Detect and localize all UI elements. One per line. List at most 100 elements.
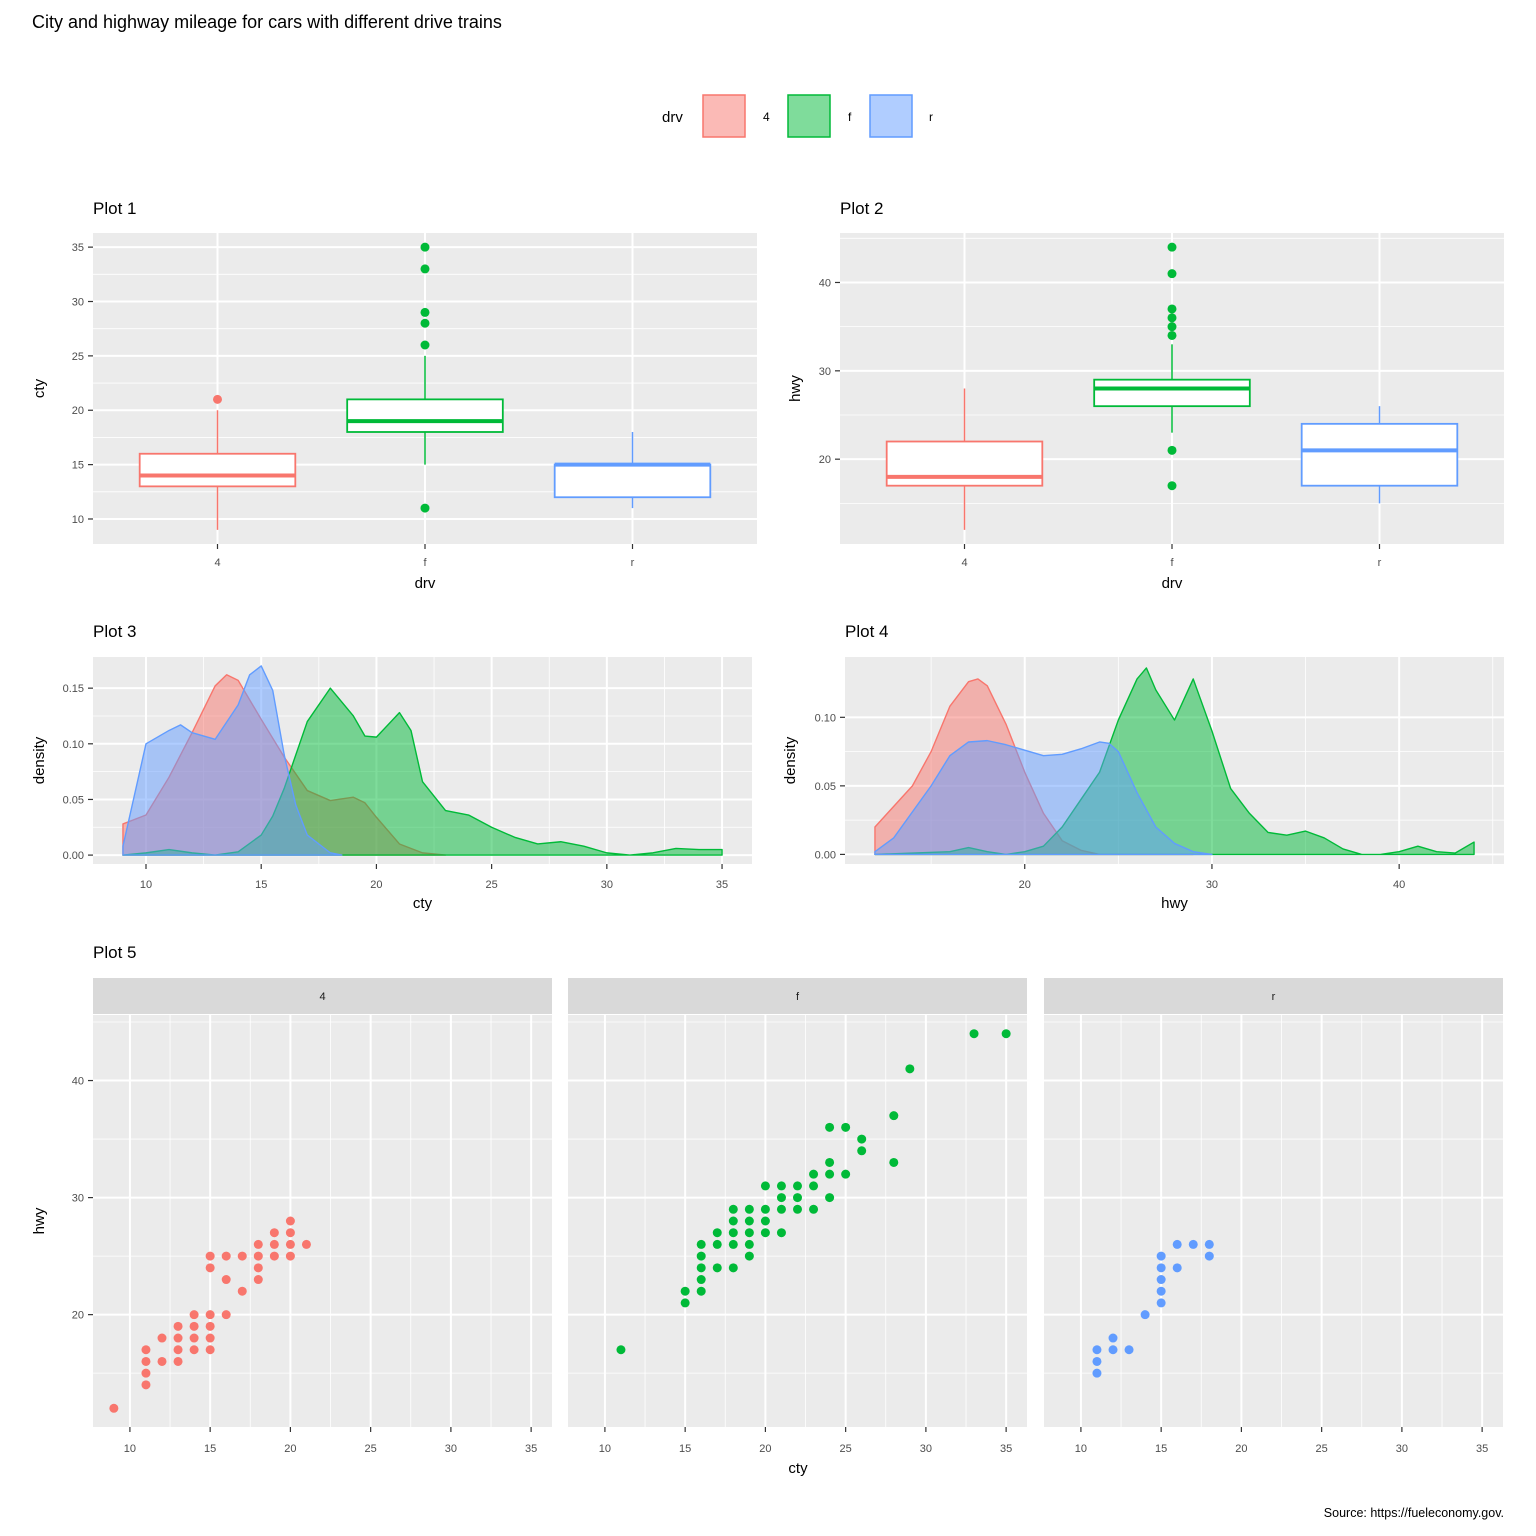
outlier-point (1167, 322, 1177, 332)
scatter-point (1156, 1275, 1166, 1285)
scatter-point (205, 1263, 215, 1273)
scatter-point (237, 1286, 247, 1296)
scatter-point (1108, 1345, 1118, 1355)
outlier-point (1167, 445, 1177, 455)
box-body (553, 463, 712, 499)
outlier-point (1167, 269, 1177, 279)
scatter-point (776, 1228, 786, 1238)
x-axis-title: hwy (1161, 895, 1188, 912)
legend-label-4: 4 (763, 110, 770, 124)
scatter-point (1092, 1356, 1102, 1366)
scatter-point (680, 1298, 690, 1308)
tick-label-y: 0.05 (63, 794, 84, 806)
scatter-point (825, 1169, 835, 1179)
scatter-point (889, 1111, 899, 1121)
scatter-point (696, 1286, 706, 1296)
tick-label-x: 20 (759, 1443, 771, 1455)
tick-label-y: 15 (72, 460, 84, 472)
scatter-point (825, 1122, 835, 1132)
scatter-point (157, 1356, 167, 1366)
scatter-point (696, 1263, 706, 1273)
tick-label-x: 40 (1393, 879, 1405, 891)
tick-label-y: 20 (72, 405, 84, 417)
scatter-point (1108, 1333, 1118, 1343)
legend-key-f (787, 94, 831, 138)
y-axis-title: hwy (31, 1207, 48, 1234)
tick-label-x: 35 (1476, 1443, 1488, 1455)
facet-strip-label: f (796, 991, 800, 1003)
x-axis-title: drv (415, 575, 436, 592)
box-body (138, 452, 297, 488)
facet-strip-label: r (1272, 991, 1276, 1003)
scatter-point (728, 1216, 738, 1226)
box-body (1093, 378, 1251, 408)
tick-label-y: 35 (72, 242, 84, 254)
tick-label-y: 40 (72, 1076, 84, 1088)
box-body (885, 440, 1044, 487)
scatter-point (744, 1251, 754, 1261)
scatter-point (744, 1228, 754, 1238)
tick-label-x: 20 (1019, 879, 1031, 891)
scatter-point (841, 1122, 851, 1132)
outlier-point (1167, 242, 1177, 252)
plot-2: Plot 2 20 30 40 4 f r drv hwy (787, 199, 1504, 592)
tick-label-x: 30 (1206, 879, 1218, 891)
scatter-point (857, 1146, 867, 1156)
legend-key-r (869, 94, 913, 138)
tick-label-x: 10 (140, 879, 152, 891)
scatter-point (1204, 1239, 1214, 1249)
box-body (346, 398, 504, 433)
scatter-point (1140, 1310, 1150, 1320)
box-r (1300, 406, 1459, 504)
caption: Source: https://fueleconomy.gov. (1324, 1506, 1504, 1520)
tick-label-x: 25 (365, 1443, 377, 1455)
y-axis-title: hwy (787, 375, 804, 402)
tick-label-y: 0.00 (815, 849, 836, 861)
tick-label-y: 0.00 (63, 850, 84, 862)
tick-label-y: 30 (819, 366, 831, 378)
tick-label-y: 40 (819, 277, 831, 289)
x-axis-title: drv (1162, 575, 1183, 592)
outlier-point (420, 503, 430, 513)
scatter-point (793, 1193, 802, 1203)
box-4 (885, 388, 1044, 530)
scatter-point (744, 1204, 754, 1214)
scatter-point (221, 1310, 231, 1320)
tick-label-x-r: r (1378, 557, 1382, 569)
scatter-point (905, 1064, 915, 1074)
outlier-point (1167, 304, 1177, 314)
tick-label-x: 15 (255, 879, 267, 891)
tick-label-x-4: 4 (214, 557, 220, 569)
facet-strip (93, 978, 552, 1014)
scatter-point (969, 1029, 979, 1039)
scatter-point (696, 1239, 706, 1249)
tick-label-y: 0.05 (815, 781, 836, 793)
tick-label-x: 35 (716, 879, 728, 891)
tick-label-x: 15 (679, 1443, 691, 1455)
tick-label-x: 10 (599, 1443, 611, 1455)
scatter-point (285, 1251, 295, 1261)
tick-label-x-f: f (1170, 557, 1174, 569)
scatter-point (173, 1345, 183, 1355)
tick-label-y: 25 (72, 351, 84, 363)
scatter-point (712, 1228, 722, 1238)
scatter-point (696, 1251, 706, 1261)
plot-3: Plot 3 0.00 0.05 0.10 0.15 10 15 20 25 30 35 cty den… (31, 622, 752, 912)
panel-background (1044, 1015, 1503, 1427)
facet-strip (1044, 978, 1503, 1014)
scatter-point (696, 1275, 706, 1285)
x-axis-title: cty (788, 1460, 808, 1477)
scatter-point (744, 1216, 754, 1226)
tick-label-y: 20 (72, 1310, 84, 1322)
tick-label-x: 25 (1316, 1443, 1328, 1455)
scatter-point (712, 1239, 722, 1249)
tick-label-x: 25 (486, 879, 498, 891)
scatter-point (680, 1286, 690, 1296)
scatter-point (1204, 1251, 1214, 1261)
scatter-point (760, 1216, 770, 1226)
scatter-point (809, 1204, 819, 1214)
scatter-point (173, 1356, 183, 1366)
scatter-point (1172, 1239, 1182, 1249)
tick-label-x: 30 (920, 1443, 932, 1455)
